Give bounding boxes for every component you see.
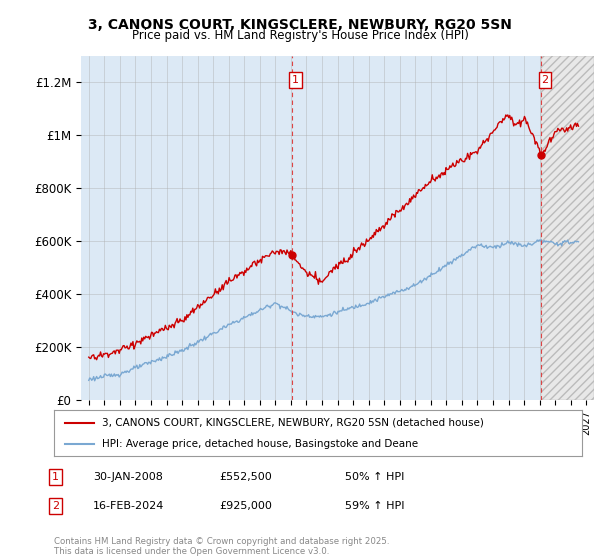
Bar [541, 56, 594, 400]
Text: £552,500: £552,500 [219, 472, 272, 482]
Text: 50% ↑ HPI: 50% ↑ HPI [345, 472, 404, 482]
Text: 2: 2 [52, 501, 59, 511]
Text: HPI: Average price, detached house, Basingstoke and Deane: HPI: Average price, detached house, Basi… [101, 439, 418, 449]
Text: Contains HM Land Registry data © Crown copyright and database right 2025.
This d: Contains HM Land Registry data © Crown c… [54, 536, 389, 556]
Text: Price paid vs. HM Land Registry's House Price Index (HPI): Price paid vs. HM Land Registry's House … [131, 29, 469, 42]
Text: 3, CANONS COURT, KINGSCLERE, NEWBURY, RG20 5SN (detached house): 3, CANONS COURT, KINGSCLERE, NEWBURY, RG… [101, 418, 484, 428]
Text: 59% ↑ HPI: 59% ↑ HPI [345, 501, 404, 511]
Text: 30-JAN-2008: 30-JAN-2008 [93, 472, 163, 482]
Text: 1: 1 [52, 472, 59, 482]
Text: 1: 1 [292, 75, 299, 85]
Text: 3, CANONS COURT, KINGSCLERE, NEWBURY, RG20 5SN: 3, CANONS COURT, KINGSCLERE, NEWBURY, RG… [88, 18, 512, 32]
Text: £925,000: £925,000 [219, 501, 272, 511]
Text: 2: 2 [541, 75, 548, 85]
Text: 16-FEB-2024: 16-FEB-2024 [93, 501, 164, 511]
